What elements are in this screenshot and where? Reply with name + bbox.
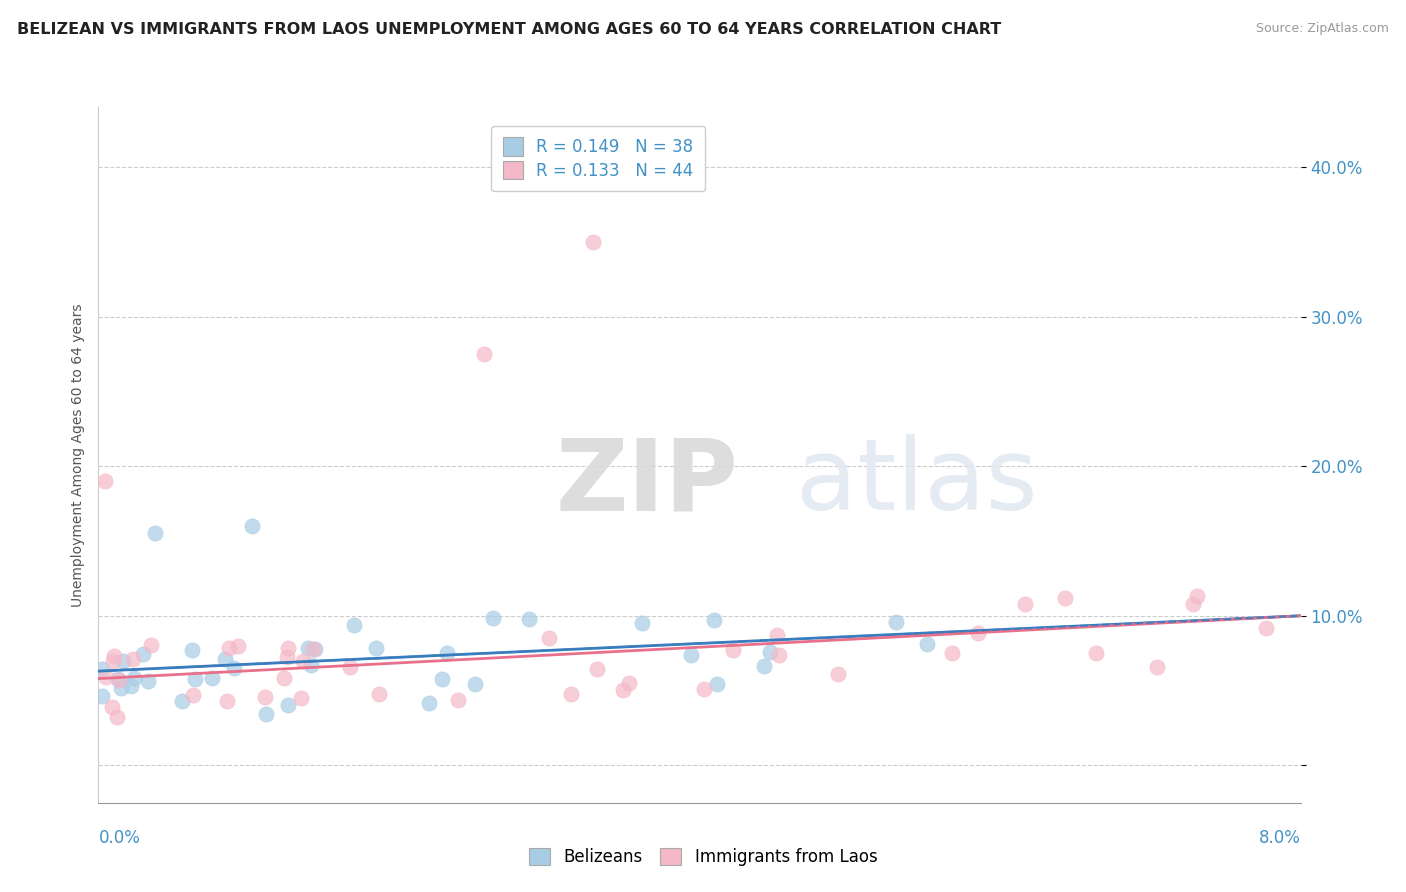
Point <box>679 648 702 662</box>
Point <box>1187 590 1209 604</box>
Legend: Belizeans, Immigrants from Laos: Belizeans, Immigrants from Laos <box>522 841 884 873</box>
Point <box>1254 621 1277 635</box>
Text: BELIZEAN VS IMMIGRANTS FROM LAOS UNEMPLOYMENT AMONG AGES 60 TO 64 YEARS CORRELAT: BELIZEAN VS IMMIGRANTS FROM LAOS UNEMPLO… <box>17 22 1001 37</box>
Point <box>339 660 361 674</box>
Point <box>122 671 145 685</box>
Point <box>884 615 907 629</box>
Point <box>184 672 207 686</box>
Text: atlas: atlas <box>796 434 1038 532</box>
Text: ZIP: ZIP <box>555 434 738 532</box>
Point <box>215 694 238 708</box>
Point <box>1182 597 1205 611</box>
Point <box>214 651 236 665</box>
Point <box>482 611 505 625</box>
Point <box>254 706 277 721</box>
Point <box>110 681 132 695</box>
Point <box>111 653 134 667</box>
Point <box>105 710 128 724</box>
Point <box>170 694 193 708</box>
Point <box>93 474 115 488</box>
Point <box>1014 597 1036 611</box>
Point <box>765 627 787 641</box>
Point <box>630 615 652 630</box>
Point <box>474 347 496 361</box>
Point <box>759 645 782 659</box>
Point <box>90 689 112 703</box>
Text: Source: ZipAtlas.com: Source: ZipAtlas.com <box>1256 22 1389 36</box>
Point <box>693 681 716 696</box>
Y-axis label: Unemployment Among Ages 60 to 64 years: Unemployment Among Ages 60 to 64 years <box>70 303 84 607</box>
Point <box>612 682 634 697</box>
Point <box>436 647 458 661</box>
Point <box>966 625 988 640</box>
Point <box>1146 660 1168 674</box>
Point <box>464 677 486 691</box>
Point <box>538 631 561 645</box>
Point <box>297 641 319 656</box>
Point <box>768 648 790 662</box>
Point <box>277 640 299 655</box>
Point <box>222 661 245 675</box>
Point <box>273 671 295 685</box>
Point <box>364 641 387 656</box>
Point <box>107 673 129 687</box>
Point <box>706 677 728 691</box>
Point <box>302 642 325 657</box>
Point <box>517 611 540 625</box>
Point <box>218 641 240 656</box>
Point <box>447 693 470 707</box>
Point <box>703 614 725 628</box>
Point <box>754 659 776 673</box>
Point <box>131 647 153 661</box>
Point <box>277 698 299 712</box>
Point <box>122 652 145 666</box>
Point <box>299 657 322 672</box>
Point <box>276 650 298 665</box>
Point <box>90 662 112 676</box>
Point <box>136 674 159 689</box>
Point <box>201 671 224 685</box>
Point <box>1053 591 1076 606</box>
Point <box>560 687 582 701</box>
Point <box>101 700 124 714</box>
Point <box>721 642 744 657</box>
Point <box>94 670 117 684</box>
Point <box>586 662 609 676</box>
Point <box>145 526 167 541</box>
Point <box>180 643 202 657</box>
Point <box>120 679 142 693</box>
Point <box>304 642 326 657</box>
Point <box>292 654 315 668</box>
Point <box>290 690 312 705</box>
Point <box>827 666 849 681</box>
Point <box>103 648 125 663</box>
Point <box>368 687 391 701</box>
Point <box>107 672 129 686</box>
Point <box>183 688 205 702</box>
Point <box>1084 646 1107 660</box>
Point <box>254 690 277 705</box>
Point <box>101 654 124 668</box>
Point <box>582 235 605 249</box>
Point <box>139 638 162 652</box>
Point <box>430 672 453 686</box>
Legend: R = 0.149   N = 38, R = 0.133   N = 44: R = 0.149 N = 38, R = 0.133 N = 44 <box>492 126 706 192</box>
Point <box>915 637 938 651</box>
Point <box>343 617 366 632</box>
Point <box>941 646 963 660</box>
Point <box>617 676 640 690</box>
Text: 0.0%: 0.0% <box>98 829 141 847</box>
Point <box>418 696 440 710</box>
Point <box>226 639 249 653</box>
Text: 8.0%: 8.0% <box>1258 829 1301 847</box>
Point <box>240 519 263 533</box>
